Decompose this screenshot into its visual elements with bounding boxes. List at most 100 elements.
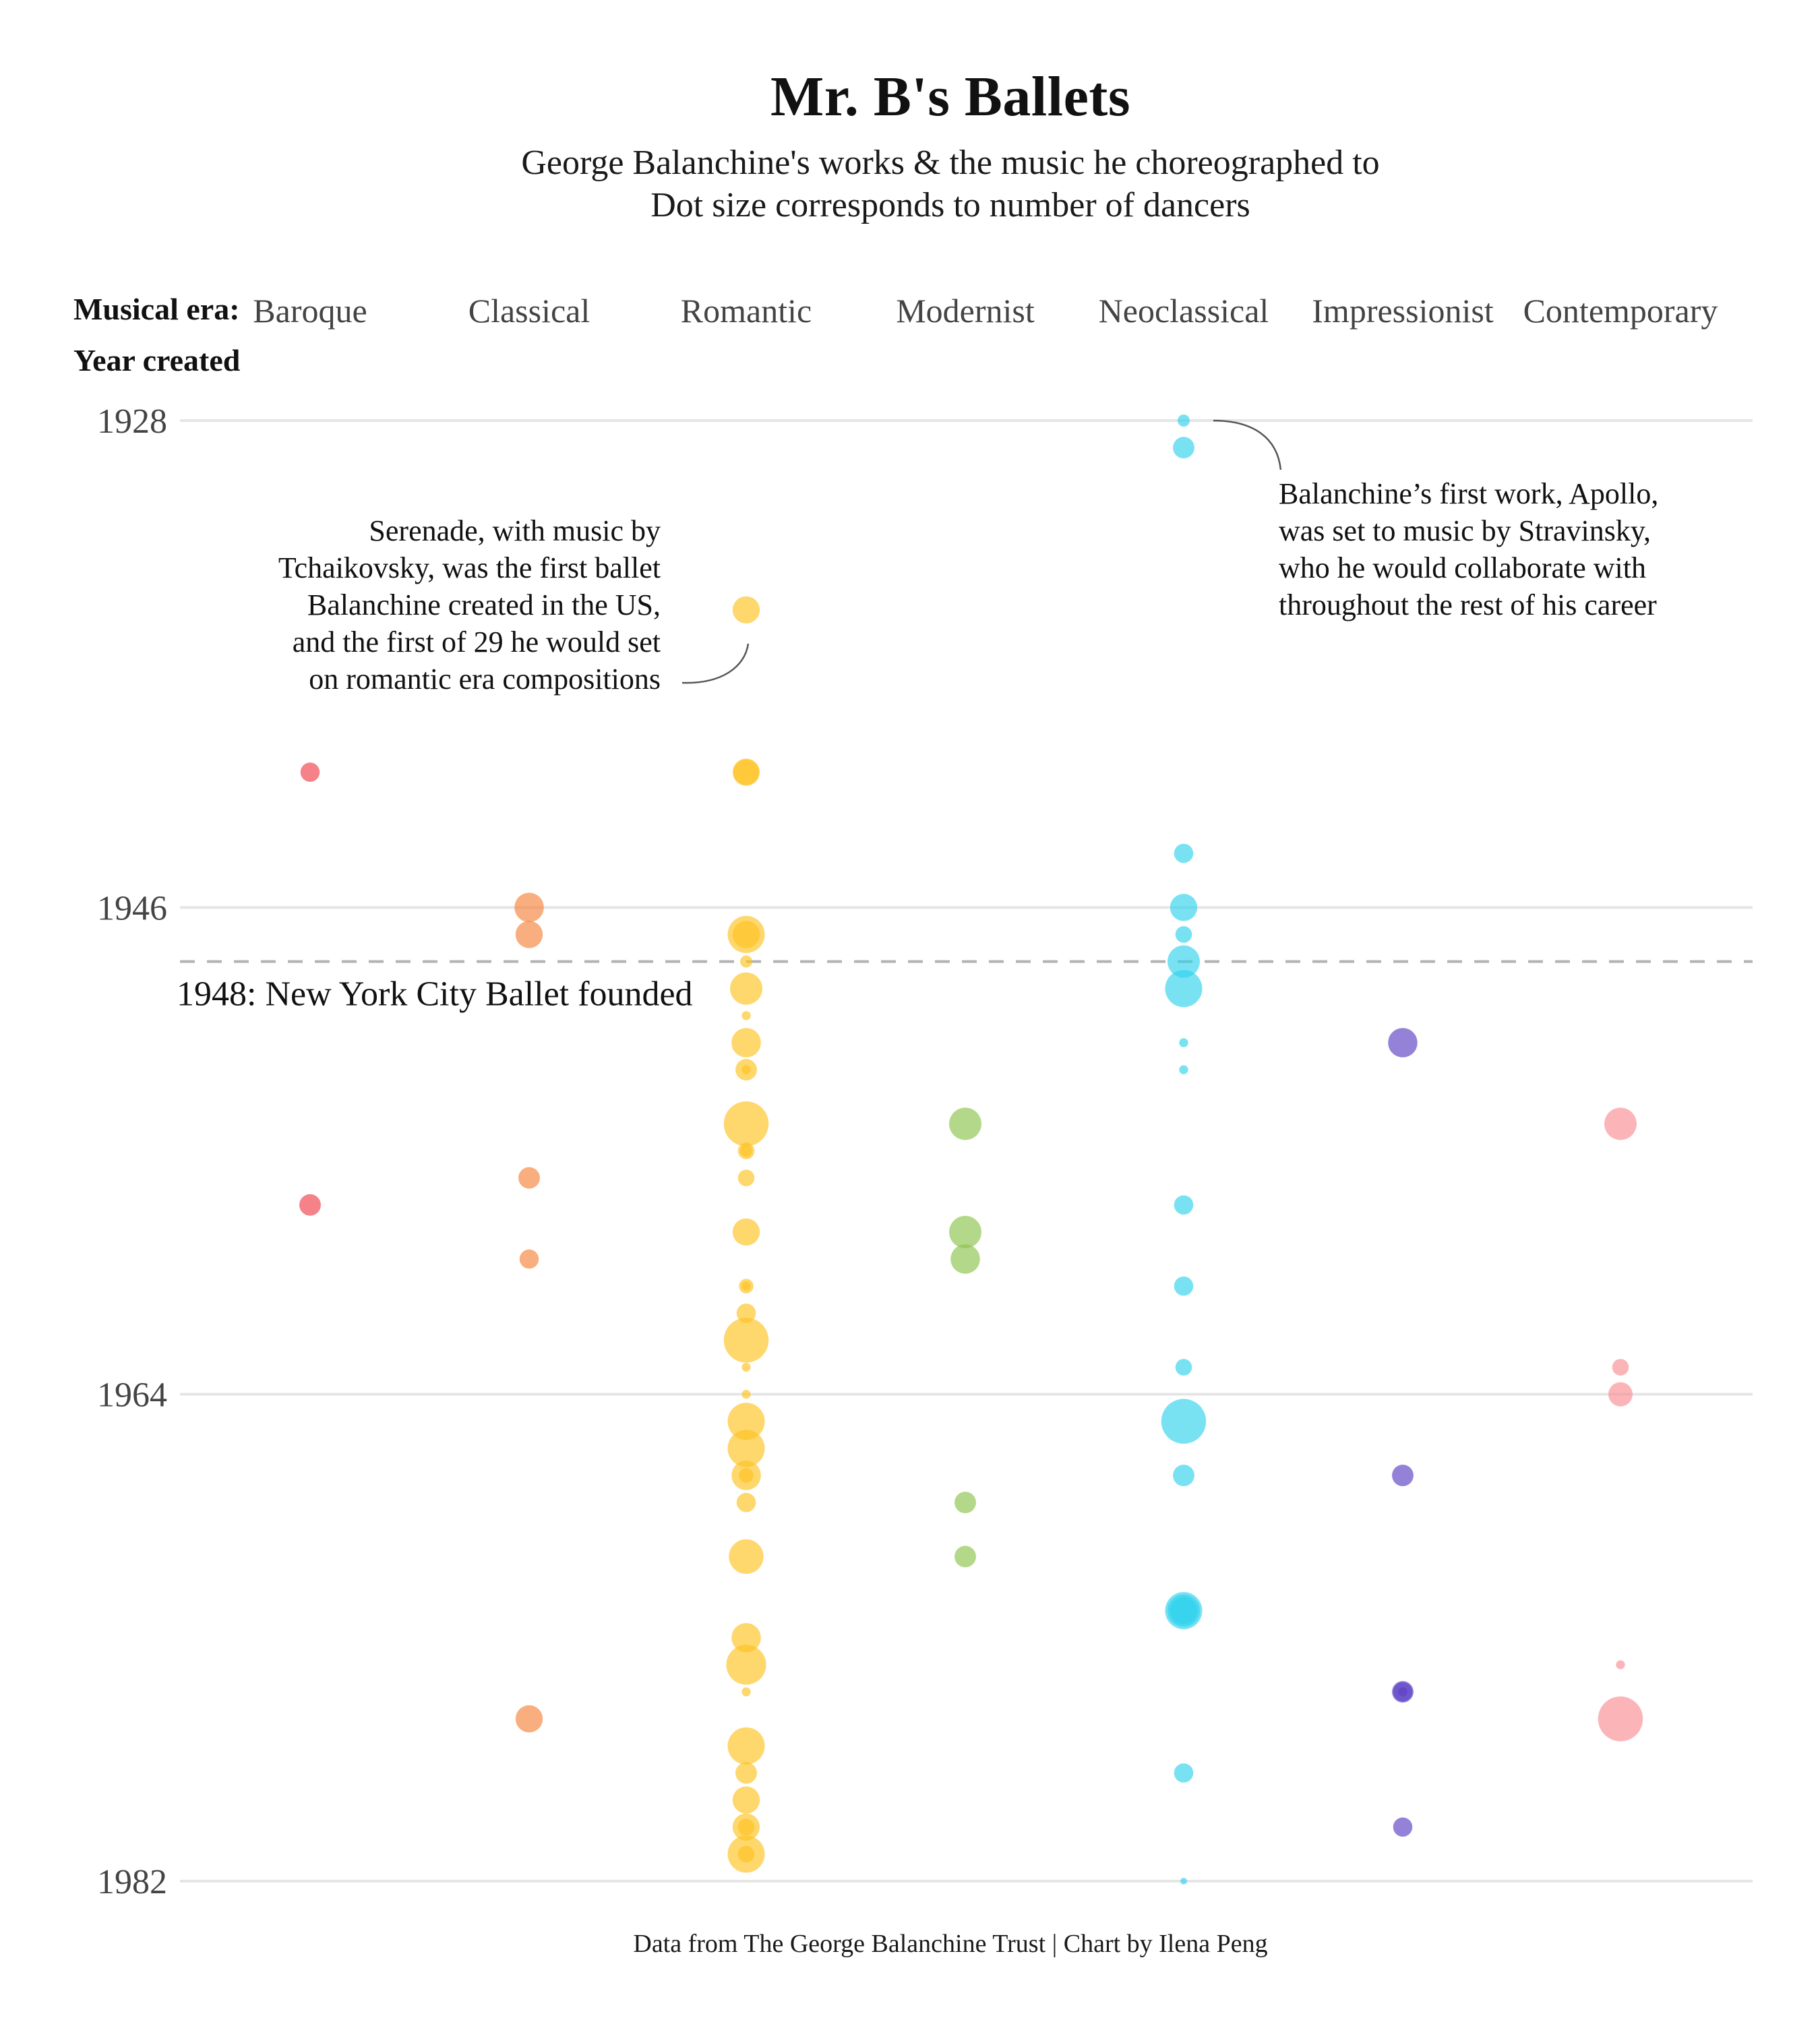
gridlines <box>180 419 1753 1883</box>
nycb-reference: 1948: New York City Ballet founded <box>177 960 1753 1014</box>
dot-neoclassical <box>1161 1399 1207 1444</box>
dot-romantic <box>726 1645 766 1685</box>
dot-neoclassical <box>1175 926 1192 943</box>
dot-baroque <box>300 762 320 782</box>
dot-romantic <box>731 1028 761 1058</box>
dot-romantic <box>723 1101 769 1146</box>
dot-neoclassical <box>1174 1195 1194 1215</box>
y-tick-labels: 1928 1946 1964 1982 <box>97 402 167 1901</box>
dot-romantic <box>737 1818 755 1836</box>
dot-neoclassical <box>1179 1038 1188 1047</box>
dot-romantic <box>741 1390 751 1399</box>
dot-romantic <box>741 1065 751 1074</box>
dot-impressionist <box>1393 1817 1413 1837</box>
y-tick-label: 1946 <box>97 889 167 927</box>
dot-modernist <box>949 1215 981 1248</box>
annotations: Serenade, with music by Tchaikovsky, was … <box>278 419 1658 696</box>
dot-romantic <box>727 1727 765 1765</box>
dot-romantic <box>736 1492 756 1512</box>
dot-romantic <box>723 1318 769 1363</box>
chart-footer-credit: Data from The George Balanchine Trust | … <box>633 1930 1268 1958</box>
annotation-apollo-line: was set to music by Stravinsky, <box>1279 514 1651 547</box>
annotation-serenade-connector <box>681 643 750 684</box>
annotation-serenade-line: and the first of 29 he would set <box>293 625 661 658</box>
dot-neoclassical <box>1174 1763 1194 1783</box>
annotation-serenade-line: Serenade, with music by <box>369 514 661 547</box>
y-tick-label: 1964 <box>97 1376 167 1415</box>
annotation-serenade-line: Balanchine created in the US, <box>307 588 661 621</box>
dot-contemporary <box>1608 1382 1633 1407</box>
dot-contemporary <box>1604 1107 1637 1140</box>
era-label-classical: Classical <box>468 292 590 330</box>
dot-classical <box>515 921 543 948</box>
dot-romantic <box>732 1218 760 1246</box>
nycb-label: 1948: New York City Ballet founded <box>177 975 693 1014</box>
era-label-impressionist: Impressionist <box>1312 292 1494 330</box>
era-label-contemporary: Contemporary <box>1523 292 1718 330</box>
dot-romantic <box>740 1144 752 1157</box>
dot-neoclassical <box>1179 1065 1188 1074</box>
dot-romantic <box>730 972 762 1005</box>
dot-modernist <box>954 1545 976 1568</box>
dot-impressionist <box>1392 1465 1414 1487</box>
annotation-apollo-line: Balanchine’s first work, Apollo, <box>1279 477 1658 510</box>
annotation-serenade: Serenade, with music by Tchaikovsky, was … <box>278 514 750 696</box>
dot-classical <box>515 1705 543 1733</box>
era-label-neoclassical: Neoclassical <box>1098 292 1269 330</box>
dot-romantic <box>732 596 760 624</box>
dot-romantic <box>727 1430 765 1467</box>
dot-contemporary <box>1616 1660 1625 1669</box>
annotation-apollo-connector <box>1213 419 1282 470</box>
annotation-serenade-line: on romantic era compositions <box>309 663 661 696</box>
dot-neoclassical <box>1174 1276 1194 1296</box>
dot-baroque <box>299 1194 321 1216</box>
annotation-serenade-line: Tchaikovsky, was the first ballet <box>278 551 661 584</box>
dot-romantic <box>733 759 759 785</box>
dot-neoclassical <box>1174 843 1194 863</box>
dots <box>299 415 1643 1885</box>
chart-title: Mr. B's Ballets <box>770 65 1131 128</box>
dot-romantic <box>741 1362 751 1372</box>
dot-romantic <box>732 921 760 948</box>
dot-romantic <box>732 1786 760 1814</box>
dot-romantic <box>741 1687 751 1696</box>
dot-romantic <box>741 1281 751 1291</box>
chart-subtitle-line-1: George Balanchine's works & the music he… <box>521 144 1380 182</box>
dot-neoclassical <box>1167 945 1200 978</box>
annotation-apollo: Balanchine’s first work, Apollo, was set … <box>1213 419 1658 621</box>
dot-romantic <box>729 1539 764 1574</box>
dot-romantic <box>741 1011 751 1020</box>
dot-classical <box>514 892 544 923</box>
y-axis-label: Year created <box>73 343 241 377</box>
dot-contemporary <box>1598 1696 1643 1742</box>
dot-neoclassical <box>1175 1359 1192 1376</box>
dot-romantic <box>736 1304 756 1323</box>
dot-modernist <box>950 1244 980 1274</box>
dot-classical <box>519 1249 539 1269</box>
dot-modernist <box>949 1107 981 1140</box>
chart-subtitle-line-2: Dot size corresponds to number of dancer… <box>650 186 1250 224</box>
dot-neoclassical <box>1173 1465 1194 1487</box>
dot-romantic <box>735 1762 757 1784</box>
dot-romantic <box>727 1403 765 1440</box>
dot-romantic <box>737 1845 755 1863</box>
annotation-apollo-line: throughout the rest of his career <box>1279 588 1657 621</box>
dot-neoclassical <box>1173 437 1194 459</box>
dot-neoclassical <box>1170 894 1198 921</box>
dot-modernist <box>954 1492 976 1514</box>
dot-romantic <box>740 955 752 968</box>
dot-impressionist <box>1398 1687 1407 1696</box>
dot-impressionist <box>1388 1028 1418 1058</box>
dot-neoclassical <box>1178 415 1190 427</box>
era-label-baroque: Baroque <box>253 292 367 330</box>
dot-romantic <box>739 1468 754 1483</box>
dot-neoclassical <box>1165 970 1203 1008</box>
y-tick-label: 1982 <box>97 1863 167 1901</box>
dot-romantic <box>731 1623 761 1653</box>
dot-romantic <box>737 1169 755 1186</box>
dot-neoclassical <box>1180 1878 1187 1885</box>
era-label-modernist: Modernist <box>896 292 1035 330</box>
y-tick-label: 1928 <box>97 402 167 441</box>
dot-neoclassical <box>1170 1597 1198 1624</box>
